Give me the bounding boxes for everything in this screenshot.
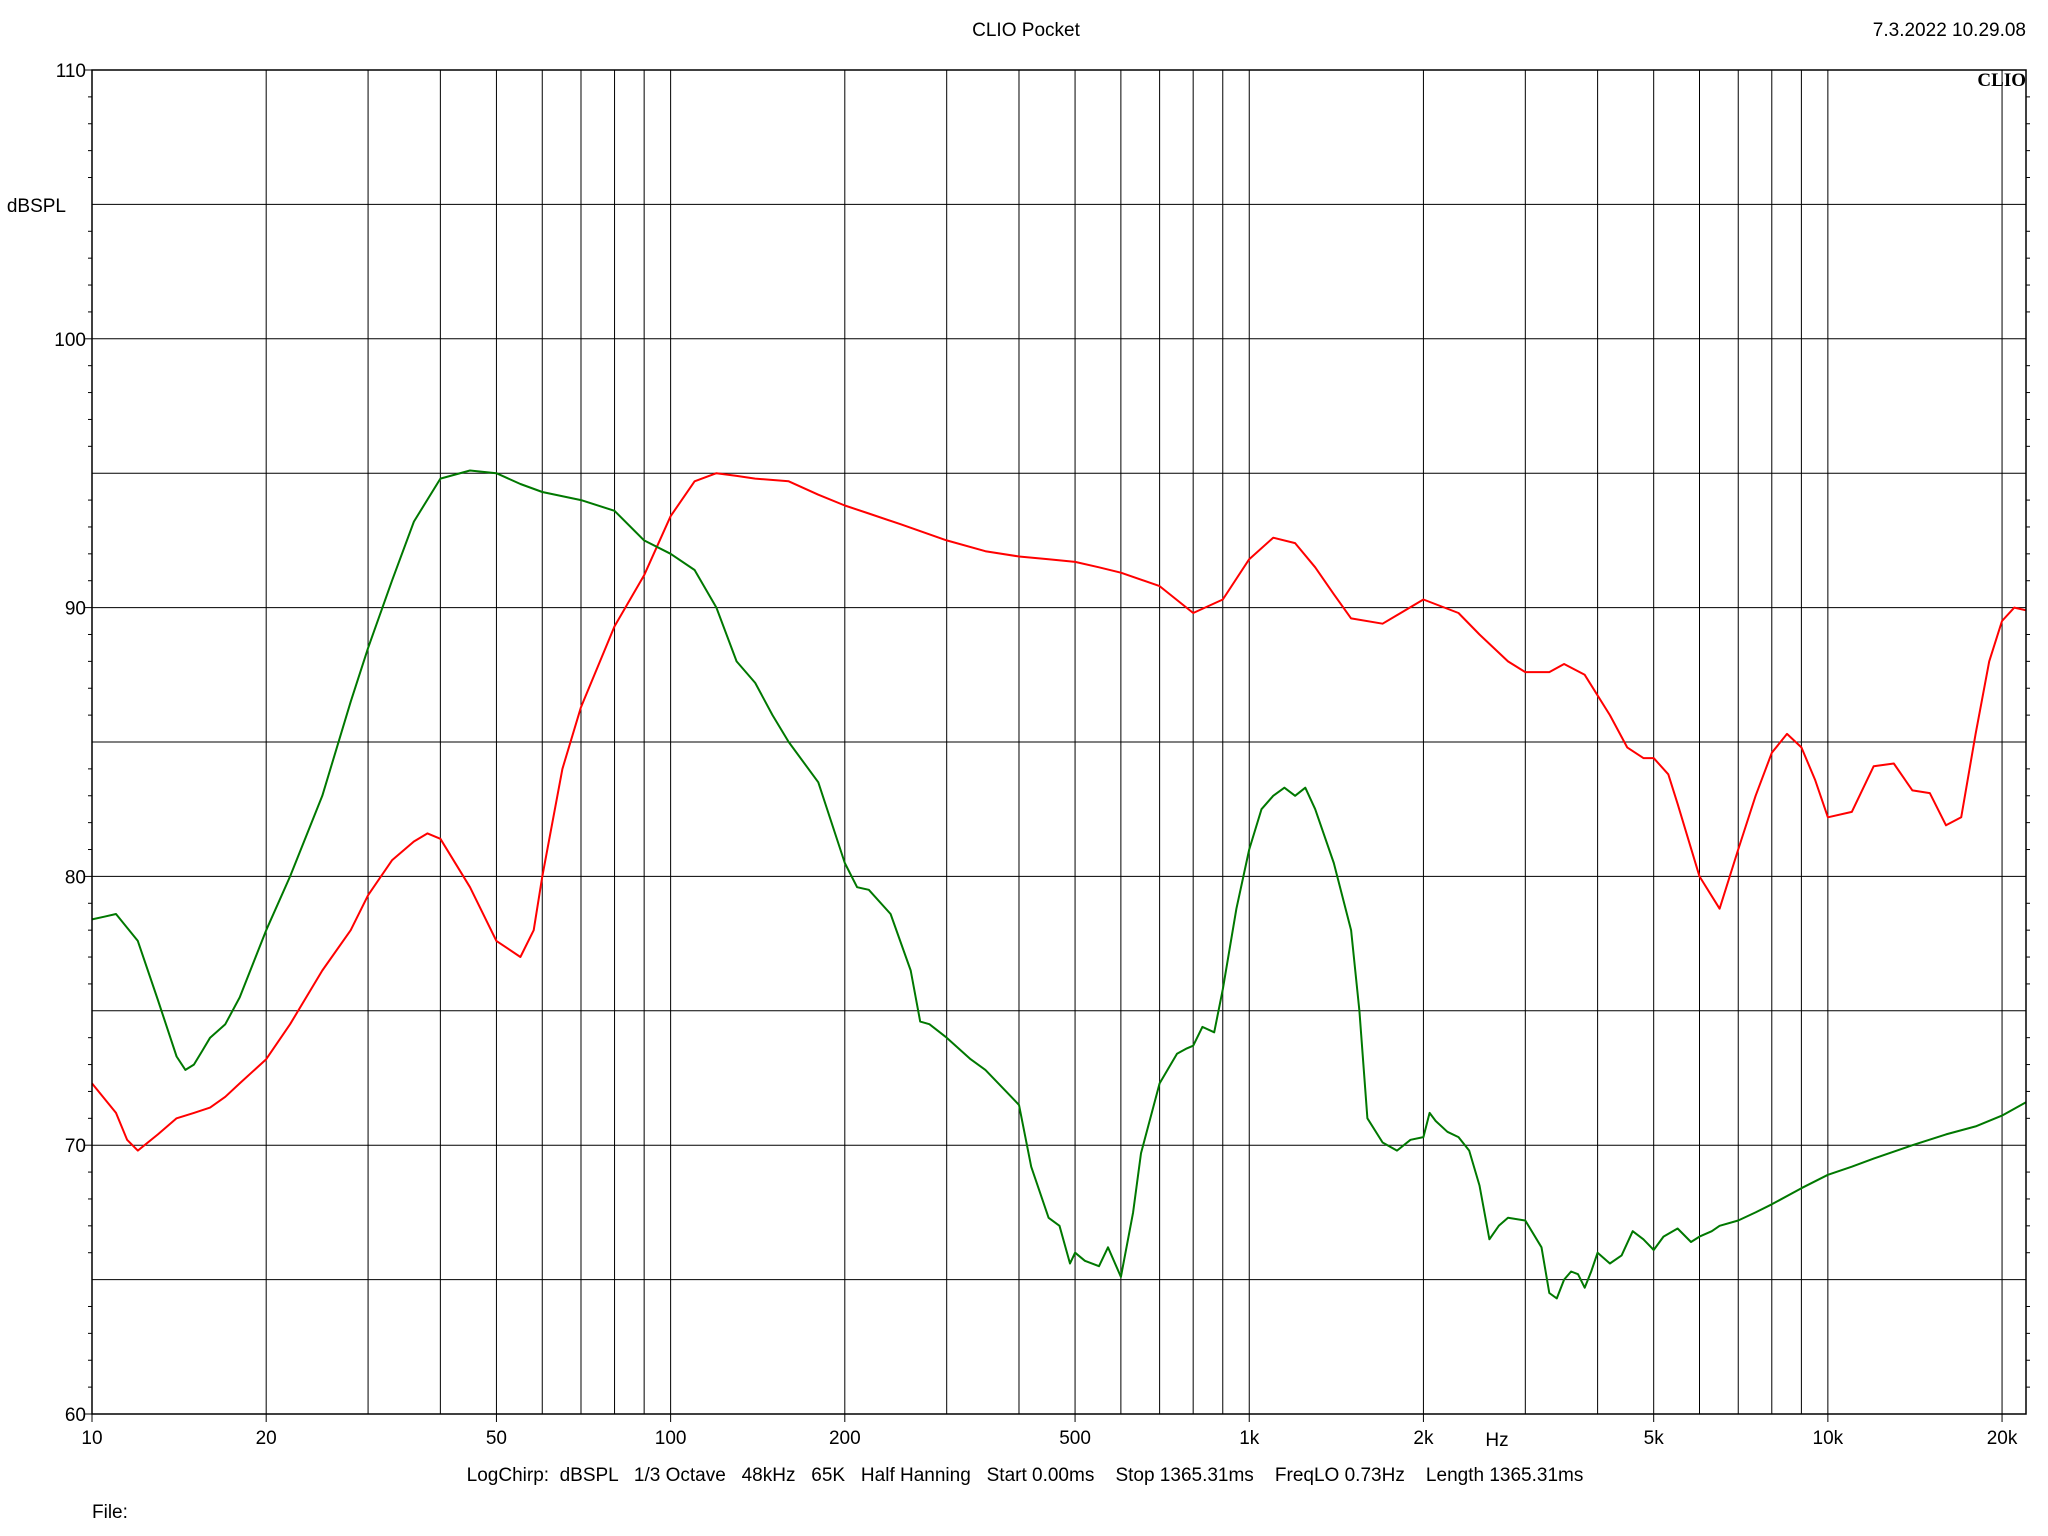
x-tick-label: 20 (256, 1428, 277, 1449)
x-tick-label: 10k (1813, 1428, 1844, 1449)
file-label: File: (92, 1502, 128, 1523)
x-tick-label: 1k (1239, 1428, 1260, 1449)
clio-logo: CLIO (1977, 70, 2026, 91)
y-tick-label: 80 (65, 867, 86, 888)
y-tick-label: 60 (65, 1405, 86, 1426)
x-tick-label: 200 (829, 1428, 861, 1449)
x-tick-label: 20k (1987, 1428, 2018, 1449)
y-tick-label: 100 (54, 330, 86, 351)
x-tick-label: 10 (81, 1428, 102, 1449)
y-axis-ticks: 110 100 90 80 70 60 (54, 61, 2030, 1426)
green-response-line (91, 469, 2027, 1300)
x-axis-ticks: 10 20 50 100 200 500 1k 2k 5k 10k 20k (81, 1414, 2018, 1449)
y-tick-label: 110 (56, 61, 86, 82)
x-tick-label: 5k (1644, 1428, 1665, 1449)
chart-title: CLIO Pocket (972, 20, 1080, 41)
x-axis-label: Hz (1485, 1430, 1508, 1451)
red-response-line (91, 472, 2027, 1152)
x-tick-label: 100 (655, 1428, 687, 1449)
grid-lines (92, 69, 2026, 1415)
measurement-settings: LogChirp: dBSPL 1/3 Octave 48kHz 65K Hal… (467, 1465, 1584, 1486)
plot-frame (91, 69, 2027, 1415)
x-tick-label: 50 (486, 1428, 507, 1449)
timestamp: 7.3.2022 10.29.08 (1873, 20, 2026, 41)
y-tick-label: 70 (65, 1136, 86, 1157)
y-axis-label: dBSPL (7, 196, 66, 217)
y-tick-label: 90 (65, 599, 86, 620)
data-series (91, 469, 2027, 1300)
x-tick-label: 2k (1413, 1428, 1434, 1449)
x-tick-label: 500 (1059, 1428, 1091, 1449)
